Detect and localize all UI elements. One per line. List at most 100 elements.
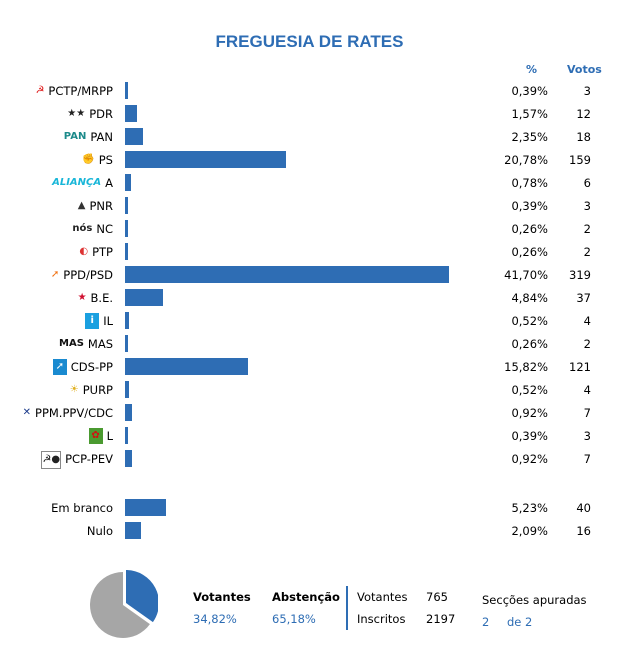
bar <box>125 335 128 352</box>
pct-label: 0,52% <box>511 314 548 328</box>
chart-row: PCP-PEV 0,92% 7 ☭● <box>0 450 619 470</box>
seccoes-label: Secções apuradas <box>482 593 587 607</box>
votes-label: 3 <box>583 84 591 98</box>
chart-row: A 0,78% 6 ALIANÇA <box>0 174 619 194</box>
pct-label: 0,39% <box>511 429 548 443</box>
category-label: A <box>105 176 113 190</box>
category-label: PAN <box>90 130 113 144</box>
votes-label: 6 <box>583 176 591 190</box>
chart-row: PPD/PSD 41,70% 319 ➚ <box>0 266 619 286</box>
category-label: PNR <box>89 199 113 213</box>
chart-row: Em branco 5,23% 40 <box>0 499 619 519</box>
votes-label: 3 <box>583 199 591 213</box>
category-label: CDS-PP <box>70 360 113 374</box>
votantes-label: Votantes <box>193 590 251 604</box>
ps-fist-icon: ✊ <box>82 154 95 165</box>
psd-arrow-icon: ➚ <box>50 269 60 280</box>
category-label: Em branco <box>51 501 113 515</box>
bar <box>125 427 129 444</box>
purp-sun-icon: ☀ <box>69 384 79 395</box>
votes-label: 18 <box>576 130 591 144</box>
category-label: PTP <box>92 245 113 259</box>
chart-row: PURP 0,52% 4 ☀ <box>0 381 619 401</box>
votes-label: 37 <box>576 291 591 305</box>
bar <box>125 174 132 191</box>
cds-logo-icon: ➚ <box>52 359 67 375</box>
bar <box>125 243 128 260</box>
chart-row: PS 20,78% 159 ✊ <box>0 151 619 171</box>
abstencao-label: Abstenção <box>272 590 340 604</box>
category-label: PDR <box>89 107 113 121</box>
category-label: IL <box>103 314 113 328</box>
votantes-pct: 34,82% <box>193 612 237 626</box>
bar <box>125 151 287 168</box>
divider <box>346 586 348 630</box>
category-label: PCP-PEV <box>65 452 113 466</box>
chart-row: PAN 2,35% 18 PAN <box>0 128 619 148</box>
chart-row: PNR 0,39% 3 ▲ <box>0 197 619 217</box>
ptp-logo-icon: ◐ <box>79 246 89 257</box>
votes-label: 7 <box>583 452 591 466</box>
pct-label: 0,26% <box>511 222 548 236</box>
bar <box>125 312 130 329</box>
inscritos-label: Inscritos <box>357 612 406 626</box>
category-label: B.E. <box>90 291 113 305</box>
votes-label: 7 <box>583 406 591 420</box>
votes-label: 159 <box>569 153 591 167</box>
bar <box>125 289 163 306</box>
bar <box>125 522 142 539</box>
category-label: PPD/PSD <box>63 268 113 282</box>
bar <box>125 82 129 99</box>
pct-label: 2,09% <box>511 524 548 538</box>
pie-slice-abstencao <box>90 572 150 638</box>
pct-label: 0,92% <box>511 452 548 466</box>
seccoes-done: 2 <box>482 615 490 629</box>
ppm-logo-icon: ✕ <box>22 407 32 418</box>
pct-label: 0,39% <box>511 84 548 98</box>
category-label: PCTP/MRPP <box>48 84 113 98</box>
header-pct: % <box>526 63 538 76</box>
inscritos-count: 2197 <box>426 612 456 626</box>
seccoes-total: de 2 <box>507 615 533 629</box>
pcp-pev-logo-icon: ☭● <box>41 451 62 469</box>
il-info-icon: i <box>85 313 100 329</box>
pie-slice-votantes <box>126 570 158 623</box>
votes-label: 2 <box>583 337 591 351</box>
bar <box>125 450 133 467</box>
chart-row: NC 0,26% 2 nós <box>0 220 619 240</box>
category-label: Nulo <box>86 524 113 538</box>
be-star-icon: ★ <box>77 292 87 303</box>
pct-label: 0,52% <box>511 383 548 397</box>
chart-row: B.E. 4,84% 37 ★ <box>0 289 619 309</box>
bar <box>125 197 129 214</box>
pct-label: 1,57% <box>511 107 548 121</box>
bar <box>125 499 166 516</box>
pct-label: 20,78% <box>504 153 548 167</box>
chart-row: PPM.PPV/CDC 0,92% 7 ✕ <box>0 404 619 424</box>
category-label: MAS <box>87 337 113 351</box>
pct-label: 0,92% <box>511 406 548 420</box>
stars-icon: ★★ <box>67 108 86 119</box>
chart-row: IL 0,52% 4 i <box>0 312 619 332</box>
chart-row: L 0,39% 3 ✿ <box>0 427 619 447</box>
votes-label: 4 <box>583 383 591 397</box>
pct-label: 0,39% <box>511 199 548 213</box>
votes-label: 40 <box>576 501 591 515</box>
pct-label: 4,84% <box>511 291 548 305</box>
header-votes: Votos <box>567 63 602 76</box>
livre-poppy-icon: ✿ <box>88 428 103 444</box>
bar <box>125 381 130 398</box>
category-label: L <box>106 429 113 443</box>
chart-row: PTP 0,26% 2 ◐ <box>0 243 619 263</box>
pct-label: 2,35% <box>511 130 548 144</box>
votantes-count-label: Votantes <box>357 590 408 604</box>
votes-label: 2 <box>583 245 591 259</box>
votes-label: 4 <box>583 314 591 328</box>
pct-label: 5,23% <box>511 501 548 515</box>
chart-row: Nulo 2,09% 16 <box>0 522 619 542</box>
mas-logo-icon: MAS <box>59 338 84 349</box>
votes-label: 319 <box>569 268 591 282</box>
turnout-pie-chart <box>90 570 158 638</box>
category-label: NC <box>96 222 113 236</box>
